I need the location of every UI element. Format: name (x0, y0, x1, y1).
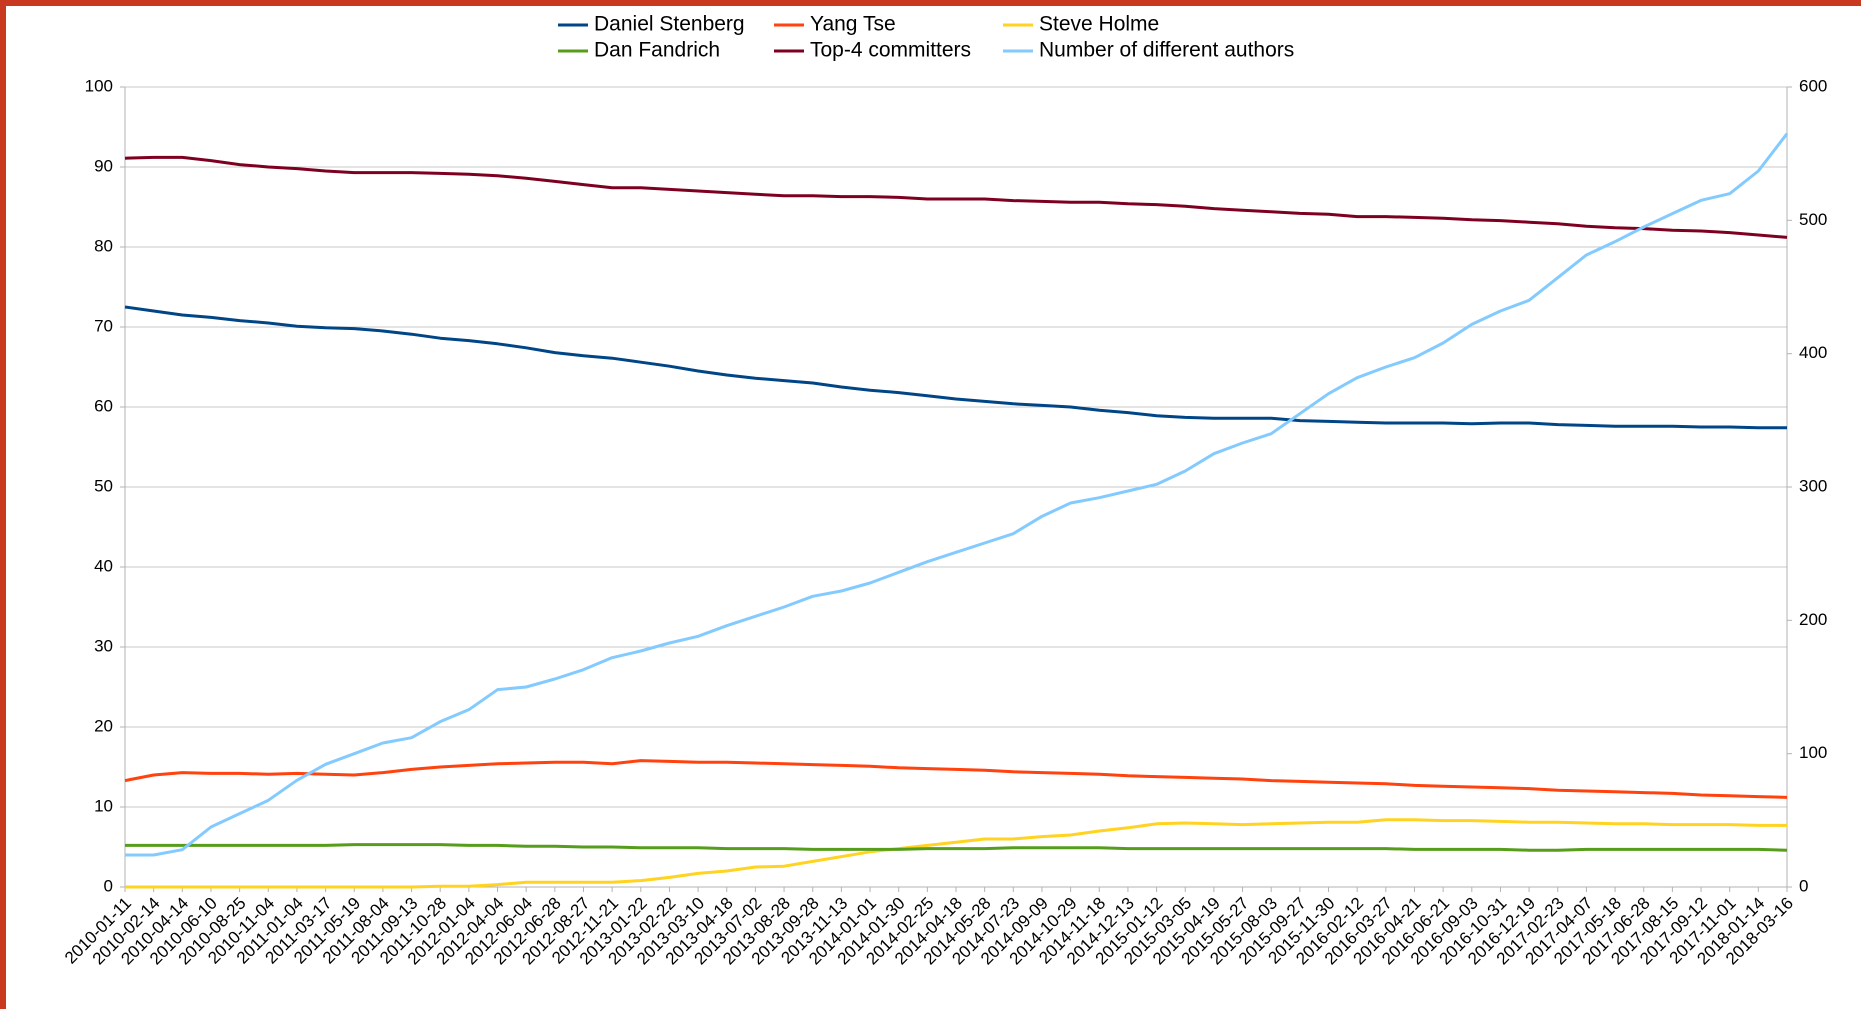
legend-label: Top-4 committers (810, 39, 971, 62)
series-line (125, 818, 1787, 889)
legend-label: Dan Fandrich (594, 39, 720, 62)
y-tick-label: 30 (94, 636, 113, 655)
y2-tick-label: 0 (1799, 876, 1808, 895)
y-tick-label: 60 (94, 396, 113, 415)
y2-tick-label: 400 (1799, 343, 1827, 362)
y-tick-label: 50 (94, 476, 113, 495)
series-line (124, 155, 1788, 239)
series-line (125, 132, 1789, 857)
y-tick-label: 20 (94, 716, 113, 735)
legend-label: Yang Tse (810, 13, 896, 36)
y-tick-label: 70 (94, 316, 113, 335)
y2-tick-label: 100 (1799, 743, 1827, 762)
y-tick-label: 0 (104, 876, 113, 895)
y2-tick-label: 600 (1799, 76, 1827, 95)
series-line (124, 759, 1788, 799)
legend-label: Daniel Stenberg (594, 13, 745, 36)
y-tick-label: 80 (94, 236, 113, 255)
legend-label: Number of different authors (1039, 39, 1294, 62)
y-tick-label: 10 (94, 796, 113, 815)
legend-label: Steve Holme (1039, 13, 1159, 36)
y-tick-label: 90 (94, 156, 113, 175)
series-line (125, 843, 1788, 852)
y2-tick-label: 300 (1799, 476, 1827, 495)
y2-tick-label: 200 (1799, 610, 1827, 629)
y-tick-label: 40 (94, 556, 113, 575)
y2-tick-label: 500 (1799, 210, 1827, 229)
y-tick-label: 100 (85, 76, 113, 95)
series-line (124, 305, 1787, 430)
